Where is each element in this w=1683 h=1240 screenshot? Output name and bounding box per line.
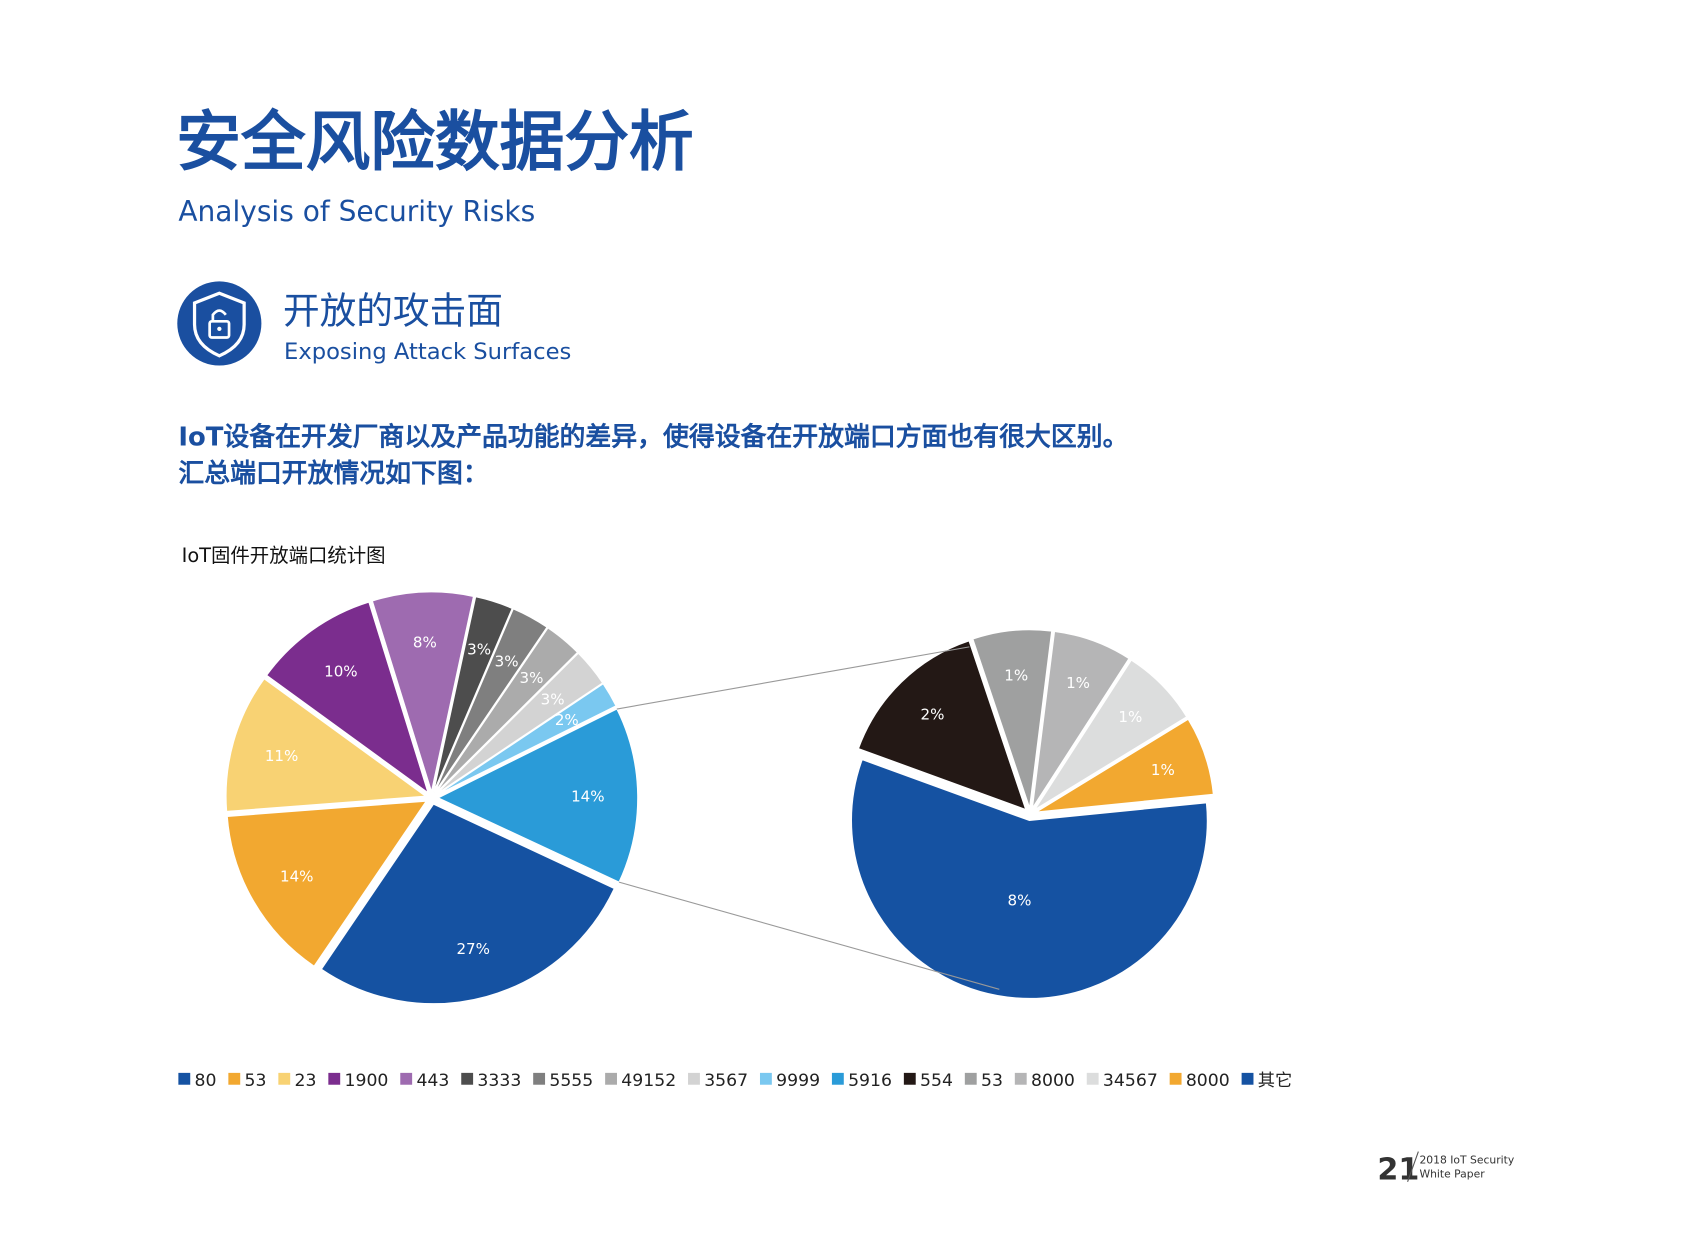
slice-label: 14% (571, 787, 605, 805)
legend-swatch (1241, 1072, 1254, 1085)
pie-slice (265, 601, 429, 795)
slice-label: 11% (265, 747, 299, 765)
slice-label: 1% (1004, 666, 1028, 684)
pie-slice (320, 803, 615, 1005)
legend-swatch (831, 1072, 844, 1085)
slice-label: 27% (456, 940, 490, 958)
section-subtitle: Exposing Attack Surfaces (284, 339, 571, 365)
legend-swatch (328, 1072, 341, 1085)
slice-label: 1% (1151, 761, 1175, 779)
pie-slice (433, 596, 513, 792)
pie-slice (857, 640, 1027, 811)
section-title: 开放的攻击面 (283, 289, 503, 332)
legend-label: 8000 (1186, 1071, 1230, 1091)
pie-slice (225, 678, 428, 812)
slice-label: 3% (541, 690, 565, 708)
slice-label: 1% (1118, 708, 1142, 726)
pie-slice (850, 758, 1208, 999)
page-title: 安全风险数据分析 (176, 105, 693, 180)
pie-slice (1036, 718, 1214, 813)
intro-line: 汇总端口开放情况如下图： (178, 458, 488, 489)
pie-slice (434, 608, 548, 793)
legend-label: 3333 (477, 1071, 521, 1091)
legend-swatch (461, 1072, 474, 1085)
pie-slice (1031, 630, 1130, 809)
legend-swatch (400, 1072, 413, 1085)
legend-label: 49152 (621, 1071, 676, 1091)
pie-slice (437, 683, 617, 796)
pie-slice (1034, 659, 1188, 811)
legend-label: 9999 (776, 1071, 820, 1091)
slice-label: 3% (467, 641, 491, 659)
connector-line (618, 881, 1000, 990)
legend-swatch (903, 1072, 916, 1085)
legend-swatch (278, 1072, 291, 1085)
pie-slice (435, 627, 579, 794)
connector-lines (616, 646, 1000, 990)
legend-label: 53 (981, 1071, 1003, 1091)
slice-label: 8% (413, 633, 437, 651)
intro-line: IoT设备在开发厂商以及产品功能的差异，使得设备在开放端口方面也有很大区别。 (178, 421, 1128, 452)
legend-swatch (228, 1072, 241, 1085)
legend-label: 23 (295, 1071, 317, 1091)
slice-label: 3% (519, 669, 543, 687)
pie-slice (226, 800, 428, 967)
footer-line: 2018 IoT Security (1419, 1153, 1514, 1166)
legend-swatch (1014, 1072, 1027, 1085)
pie-slice (972, 629, 1053, 808)
slice-label: 2% (555, 711, 579, 729)
legend-swatch (1169, 1072, 1182, 1085)
legend-label: 8000 (1031, 1071, 1075, 1091)
legend-label: 34567 (1103, 1071, 1158, 1091)
legend-label: 1900 (345, 1071, 389, 1091)
legend-label: 554 (920, 1071, 953, 1091)
legend-label: 5916 (848, 1071, 892, 1091)
pie-slice (436, 708, 639, 883)
pie-chart: 27%14%11%10%8% 3%3%3%3%2%14%2%1% 1%1%1%8% (225, 591, 1214, 1005)
legend-swatch (533, 1072, 546, 1085)
legend-label: 80 (195, 1071, 217, 1091)
page-subtitle: Analysis of Security Risks (178, 195, 535, 228)
legend-swatch (1086, 1072, 1099, 1085)
legend: 80 53 23 1900 443 3333 5555 49152 3567 9999 5916 55… (178, 1071, 1292, 1091)
legend-label: 443 (416, 1071, 449, 1091)
slice-label: 3% (495, 652, 519, 670)
slice-label: 14% (280, 868, 314, 886)
page-number: 21 (1377, 1153, 1419, 1188)
legend-swatch (759, 1072, 772, 1085)
legend-label: 5555 (549, 1071, 593, 1091)
legend-swatch (964, 1072, 977, 1085)
slice-label: 10% (324, 662, 358, 680)
pie-slice (371, 591, 475, 794)
legend-swatch (178, 1072, 191, 1085)
legend-label: 53 (245, 1071, 267, 1091)
slice-label: 1% (1066, 674, 1090, 692)
pie-slice (436, 652, 604, 795)
connector-line (616, 646, 970, 710)
footer-line: White Paper (1419, 1167, 1485, 1180)
slice-label: 2% (921, 705, 945, 723)
legend-swatch (688, 1072, 700, 1085)
legend-swatch (605, 1072, 617, 1085)
slice-label: 8% (1007, 891, 1031, 909)
chart-title: IoT固件开放端口统计图 (182, 544, 386, 567)
legend-label: 其它 (1258, 1071, 1293, 1091)
legend-label: 3567 (704, 1071, 748, 1091)
shield-icon (177, 281, 262, 366)
